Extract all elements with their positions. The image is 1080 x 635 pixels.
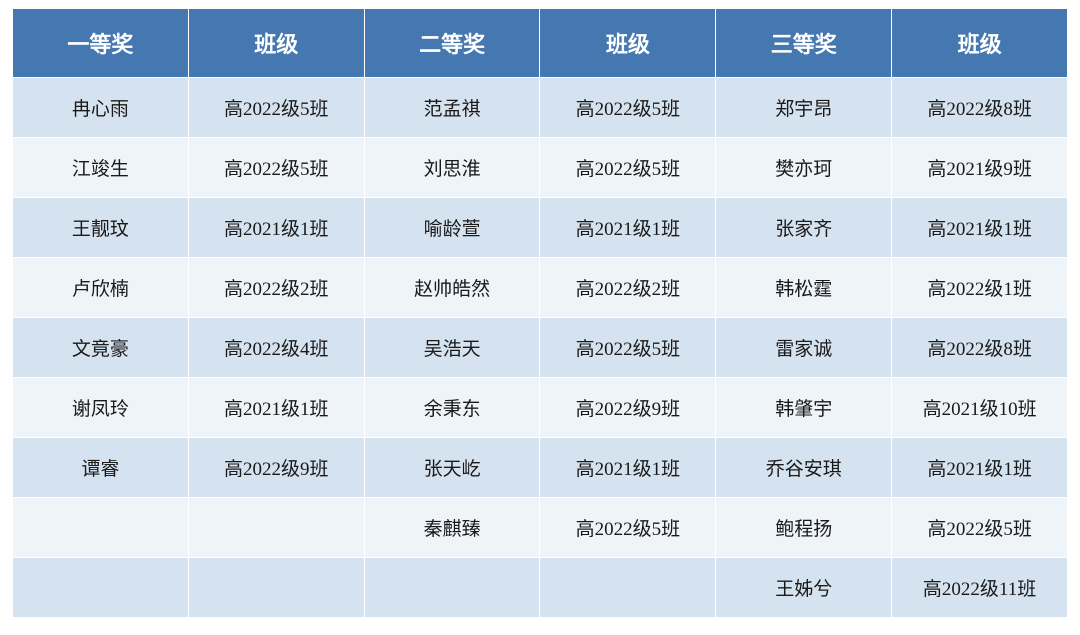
cell: 余秉东 [364,378,540,438]
cell [540,558,716,618]
cell: 秦麒臻 [364,498,540,558]
col-class-1: 班级 [188,9,364,78]
cell [13,558,189,618]
col-class-2: 班级 [540,9,716,78]
cell: 韩松霆 [716,258,892,318]
col-second-prize: 二等奖 [364,9,540,78]
col-third-prize: 三等奖 [716,9,892,78]
cell: 高2021级1班 [188,378,364,438]
cell: 高2021级1班 [540,198,716,258]
cell: 高2022级5班 [188,78,364,138]
cell: 赵帅皓然 [364,258,540,318]
table-row: 冉心雨 高2022级5班 范孟祺 高2022级5班 郑宇昂 高2022级8班 [13,78,1068,138]
cell: 张家齐 [716,198,892,258]
cell: 高2022级9班 [188,438,364,498]
cell: 文竟豪 [13,318,189,378]
table-row: 卢欣楠 高2022级2班 赵帅皓然 高2022级2班 韩松霆 高2022级1班 [13,258,1068,318]
cell: 高2021级1班 [540,438,716,498]
cell: 雷家诚 [716,318,892,378]
cell [188,558,364,618]
cell: 韩肇宇 [716,378,892,438]
header-row: 一等奖 班级 二等奖 班级 三等奖 班级 [13,9,1068,78]
cell: 高2022级5班 [892,498,1068,558]
cell [13,498,189,558]
cell: 谢凤玲 [13,378,189,438]
cell: 郑宇昂 [716,78,892,138]
cell: 高2022级8班 [892,318,1068,378]
cell: 冉心雨 [13,78,189,138]
table-row: 秦麒臻 高2022级5班 鲍程扬 高2022级5班 [13,498,1068,558]
table-row: 王姊兮 高2022级11班 [13,558,1068,618]
cell: 范孟祺 [364,78,540,138]
cell: 高2022级8班 [892,78,1068,138]
cell: 高2022级2班 [540,258,716,318]
table-row: 谢凤玲 高2021级1班 余秉东 高2022级9班 韩肇宇 高2021级10班 [13,378,1068,438]
cell: 卢欣楠 [13,258,189,318]
cell: 高2022级11班 [892,558,1068,618]
cell: 鲍程扬 [716,498,892,558]
cell: 谭睿 [13,438,189,498]
cell: 高2022级1班 [892,258,1068,318]
cell [188,498,364,558]
cell: 高2022级5班 [540,78,716,138]
cell: 高2022级4班 [188,318,364,378]
cell: 高2021级1班 [892,198,1068,258]
award-table-container: 一等奖 班级 二等奖 班级 三等奖 班级 冉心雨 高2022级5班 范孟祺 高2… [0,0,1080,635]
award-table: 一等奖 班级 二等奖 班级 三等奖 班级 冉心雨 高2022级5班 范孟祺 高2… [12,8,1068,618]
cell: 高2022级5班 [188,138,364,198]
cell: 王靓玟 [13,198,189,258]
table-row: 谭睿 高2022级9班 张天屹 高2021级1班 乔谷安琪 高2021级1班 [13,438,1068,498]
table-row: 文竟豪 高2022级4班 吴浩天 高2022级5班 雷家诚 高2022级8班 [13,318,1068,378]
cell: 张天屹 [364,438,540,498]
cell: 刘思淮 [364,138,540,198]
cell: 喻龄萱 [364,198,540,258]
cell: 高2021级1班 [892,438,1068,498]
cell: 吴浩天 [364,318,540,378]
cell: 高2022级5班 [540,318,716,378]
table-row: 江竣生 高2022级5班 刘思淮 高2022级5班 樊亦珂 高2021级9班 [13,138,1068,198]
cell: 乔谷安琪 [716,438,892,498]
col-class-3: 班级 [892,9,1068,78]
cell: 江竣生 [13,138,189,198]
cell: 樊亦珂 [716,138,892,198]
cell: 高2021级1班 [188,198,364,258]
cell: 王姊兮 [716,558,892,618]
cell: 高2022级2班 [188,258,364,318]
cell [364,558,540,618]
cell: 高2022级9班 [540,378,716,438]
table-row: 王靓玟 高2021级1班 喻龄萱 高2021级1班 张家齐 高2021级1班 [13,198,1068,258]
cell: 高2022级5班 [540,498,716,558]
cell: 高2021级10班 [892,378,1068,438]
cell: 高2021级9班 [892,138,1068,198]
table-body: 冉心雨 高2022级5班 范孟祺 高2022级5班 郑宇昂 高2022级8班 江… [13,78,1068,618]
cell: 高2022级5班 [540,138,716,198]
col-first-prize: 一等奖 [13,9,189,78]
